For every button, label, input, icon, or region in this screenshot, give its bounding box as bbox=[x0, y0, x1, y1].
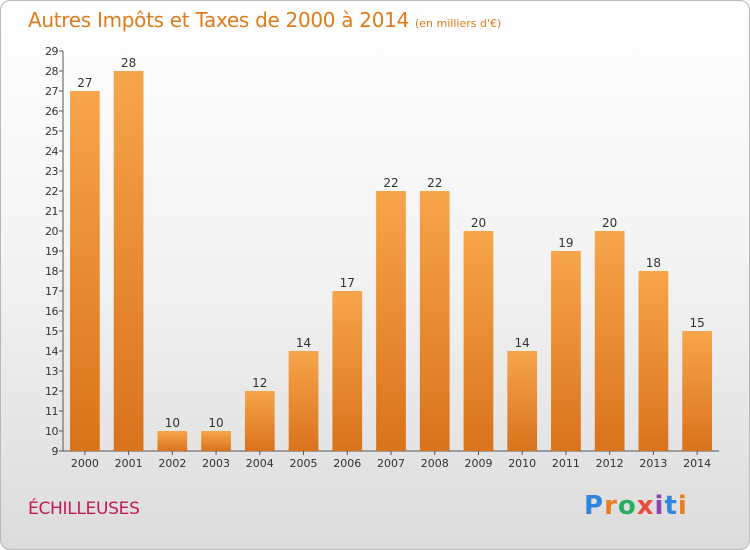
x-tick-label: 2010 bbox=[508, 457, 536, 470]
y-tick-label: 9 bbox=[52, 445, 59, 458]
bar-2008 bbox=[419, 191, 450, 451]
y-tick-label: 10 bbox=[45, 425, 58, 438]
x-tick-label: 2001 bbox=[115, 457, 143, 470]
y-tick-label: 14 bbox=[45, 345, 58, 358]
commune-name: ÉCHILLEUSES bbox=[28, 499, 140, 519]
chart-labels: 27 2000 28 2001 10 2002 10 2003 12 2004 14 2005 17 20… bbox=[71, 56, 711, 470]
bar-2013 bbox=[638, 271, 669, 451]
logo-letter: i bbox=[677, 491, 688, 521]
logo-letter: o bbox=[617, 491, 637, 521]
y-tick-label: 21 bbox=[45, 205, 58, 218]
bar-2009 bbox=[463, 231, 494, 451]
x-tick-label: 2007 bbox=[377, 457, 405, 470]
x-tick-label: 2004 bbox=[246, 457, 274, 470]
bar-value-label: 12 bbox=[252, 376, 267, 390]
chart-subtitle: (en milliers d'€) bbox=[415, 17, 502, 30]
bar-2010 bbox=[507, 351, 538, 451]
y-tick-label: 15 bbox=[45, 325, 58, 338]
logo-letter: i bbox=[654, 491, 665, 521]
x-tick-label: 2009 bbox=[464, 457, 492, 470]
y-tick-label: 24 bbox=[45, 145, 58, 158]
y-tick-label: 27 bbox=[45, 85, 58, 98]
bar-value-label: 14 bbox=[515, 336, 530, 350]
y-tick-label: 28 bbox=[45, 65, 58, 78]
x-tick-label: 2011 bbox=[552, 457, 580, 470]
y-tick-label: 13 bbox=[45, 365, 58, 378]
bar-2011 bbox=[551, 251, 581, 451]
chart-bars bbox=[69, 71, 713, 451]
bar-2004 bbox=[244, 391, 275, 451]
y-tick-label: 16 bbox=[45, 305, 58, 318]
x-tick-label: 2014 bbox=[683, 457, 711, 470]
chart-title: Autres Impôts et Taxes de 2000 à 2014 (en… bbox=[28, 8, 502, 32]
bar-2012 bbox=[594, 231, 625, 451]
proxiti-logo: Proxiti bbox=[584, 491, 688, 521]
bar-value-label: 20 bbox=[602, 216, 617, 230]
x-tick-label: 2012 bbox=[596, 457, 624, 470]
logo-letter: t bbox=[664, 491, 678, 521]
y-tick-label: 12 bbox=[45, 385, 58, 398]
bar-value-label: 10 bbox=[208, 416, 223, 430]
bar-value-label: 20 bbox=[471, 216, 486, 230]
x-tick-label: 2013 bbox=[639, 457, 667, 470]
bar-value-label: 22 bbox=[427, 176, 442, 190]
bar-2000 bbox=[69, 91, 100, 451]
y-tick-label: 26 bbox=[45, 105, 58, 118]
bar-value-label: 19 bbox=[558, 236, 573, 250]
bar-2002 bbox=[157, 431, 188, 451]
bar-value-label: 15 bbox=[689, 316, 704, 330]
bar-value-label: 28 bbox=[121, 56, 136, 70]
bar-value-label: 10 bbox=[165, 416, 180, 430]
x-tick-label: 2002 bbox=[158, 457, 186, 470]
logo-letter: P bbox=[584, 491, 605, 521]
bar-value-label: 14 bbox=[296, 336, 311, 350]
bar-value-label: 17 bbox=[340, 276, 355, 290]
x-tick-label: 2006 bbox=[333, 457, 361, 470]
chart-axes: 9 10 11 12 13 14 15 16 17 18 19 20 21 22 23 24 25 26 27 28 2… bbox=[45, 45, 719, 458]
y-tick-label: 23 bbox=[45, 165, 58, 178]
y-tick-label: 11 bbox=[45, 405, 58, 418]
bar-2001 bbox=[113, 71, 144, 451]
bar-2014 bbox=[682, 331, 713, 451]
bar-2005 bbox=[288, 351, 319, 451]
bar-value-label: 22 bbox=[383, 176, 398, 190]
bar-value-label: 27 bbox=[77, 76, 92, 90]
logo-letter: x bbox=[636, 491, 655, 521]
x-tick-label: 2000 bbox=[71, 457, 99, 470]
x-tick-label: 2003 bbox=[202, 457, 230, 470]
x-tick-label: 2008 bbox=[421, 457, 449, 470]
logo-letter: r bbox=[604, 491, 618, 521]
y-tick-label: 18 bbox=[45, 265, 58, 278]
x-tick-label: 2005 bbox=[290, 457, 318, 470]
y-tick-label: 17 bbox=[45, 285, 58, 298]
bar-2003 bbox=[201, 431, 231, 451]
y-tick-label: 25 bbox=[45, 125, 58, 138]
y-tick-label: 19 bbox=[45, 245, 58, 258]
bar-2007 bbox=[376, 191, 406, 451]
bar-2006 bbox=[332, 291, 363, 451]
bar-value-label: 18 bbox=[646, 256, 661, 270]
y-tick-label: 20 bbox=[45, 225, 58, 238]
y-tick-label: 22 bbox=[45, 185, 58, 198]
y-tick-label: 29 bbox=[45, 45, 58, 58]
